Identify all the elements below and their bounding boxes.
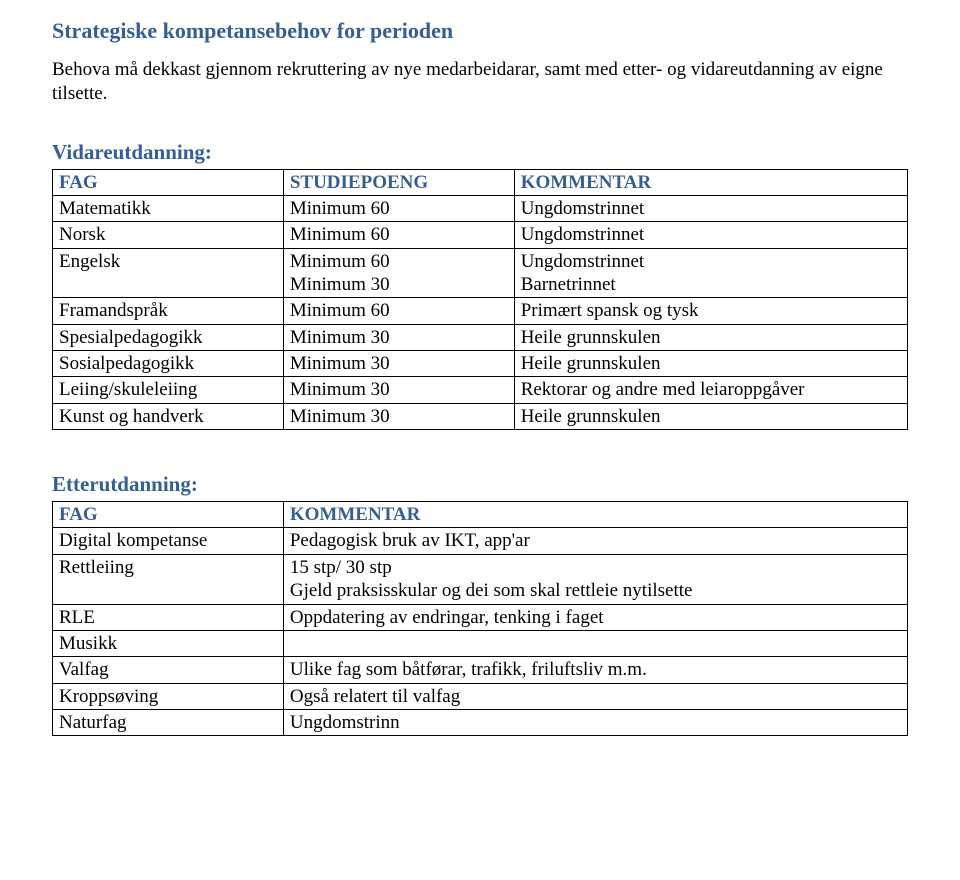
cell-fag: Kroppsøving (53, 683, 284, 709)
table-row: Framandspråk Minimum 60 Primært spansk o… (53, 298, 908, 324)
table-header-row: FAG STUDIEPOENG KOMMENTAR (53, 169, 908, 195)
table-row: Sosialpedagogikk Minimum 30 Heile grunns… (53, 351, 908, 377)
cell-fag: RLE (53, 604, 284, 630)
table-row: Naturfag Ungdomstrinn (53, 709, 908, 735)
cell-kommentar: Heile grunnskulen (514, 324, 907, 350)
etter-table: FAG KOMMENTAR Digital kompetanse Pedagog… (52, 501, 908, 736)
vidare-table: FAG STUDIEPOENG KOMMENTAR Matematikk Min… (52, 169, 908, 431)
cell-fag: Naturfag (53, 709, 284, 735)
col-header-fag: FAG (53, 502, 284, 528)
cell-kommentar: Rektorar og andre med leiaroppgåver (514, 377, 907, 403)
table-row: Musikk (53, 630, 908, 656)
cell-studiepoeng: Minimum 60 (283, 222, 514, 248)
cell-kommentar: Ulike fag som båtførar, trafikk, friluft… (283, 657, 907, 683)
cell-fag: Kunst og handverk (53, 403, 284, 429)
cell-kommentar: Ungdomstrinnet (514, 222, 907, 248)
table-header-row: FAG KOMMENTAR (53, 502, 908, 528)
cell-kommentar: Pedagogisk bruk av IKT, app'ar (283, 528, 907, 554)
page-title: Strategiske kompetansebehov for perioden (52, 18, 908, 44)
cell-fag: Framandspråk (53, 298, 284, 324)
cell-fag: Matematikk (53, 195, 284, 221)
cell-fag: Rettleiing (53, 554, 284, 604)
cell-fag: Leiing/skuleleiing (53, 377, 284, 403)
cell-kommentar: Ungdomstrinn (283, 709, 907, 735)
cell-studiepoeng: Minimum 30 (283, 403, 514, 429)
cell-studiepoeng: Minimum 60Minimum 30 (283, 248, 514, 298)
cell-kommentar: Heile grunnskulen (514, 403, 907, 429)
cell-kommentar: Ungdomstrinnet (514, 195, 907, 221)
table-row: Rettleiing 15 stp/ 30 stpGjeld praksissk… (53, 554, 908, 604)
cell-fag: Valfag (53, 657, 284, 683)
cell-studiepoeng: Minimum 60 (283, 298, 514, 324)
cell-kommentar: Også relatert til valfag (283, 683, 907, 709)
cell-studiepoeng: Minimum 30 (283, 324, 514, 350)
cell-fag: Musikk (53, 630, 284, 656)
cell-studiepoeng: Minimum 30 (283, 377, 514, 403)
table-row: Engelsk Minimum 60Minimum 30 Ungdomstrin… (53, 248, 908, 298)
cell-kommentar (283, 630, 907, 656)
table-row: Matematikk Minimum 60 Ungdomstrinnet (53, 195, 908, 221)
vidare-heading: Vidareutdanning: (52, 140, 908, 165)
cell-kommentar: UngdomstrinnetBarnetrinnet (514, 248, 907, 298)
cell-fag: Sosialpedagogikk (53, 351, 284, 377)
table-row: Digital kompetanse Pedagogisk bruk av IK… (53, 528, 908, 554)
cell-fag: Norsk (53, 222, 284, 248)
etter-heading: Etterutdanning: (52, 472, 908, 497)
cell-fag: Digital kompetanse (53, 528, 284, 554)
table-row: Valfag Ulike fag som båtførar, trafikk, … (53, 657, 908, 683)
cell-kommentar: Primært spansk og tysk (514, 298, 907, 324)
col-header-studiepoeng: STUDIEPOENG (283, 169, 514, 195)
table-row: Spesialpedagogikk Minimum 30 Heile grunn… (53, 324, 908, 350)
table-row: RLE Oppdatering av endringar, tenking i … (53, 604, 908, 630)
cell-studiepoeng: Minimum 60 (283, 195, 514, 221)
table-row: Norsk Minimum 60 Ungdomstrinnet (53, 222, 908, 248)
table-row: Kunst og handverk Minimum 30 Heile grunn… (53, 403, 908, 429)
intro-paragraph: Behova må dekkast gjennom rekruttering a… (52, 58, 908, 106)
table-row: Kroppsøving Også relatert til valfag (53, 683, 908, 709)
cell-kommentar: Oppdatering av endringar, tenking i fage… (283, 604, 907, 630)
col-header-kommentar: KOMMENTAR (283, 502, 907, 528)
cell-kommentar: Heile grunnskulen (514, 351, 907, 377)
cell-fag: Spesialpedagogikk (53, 324, 284, 350)
col-header-fag: FAG (53, 169, 284, 195)
cell-fag: Engelsk (53, 248, 284, 298)
cell-kommentar: 15 stp/ 30 stpGjeld praksisskular og dei… (283, 554, 907, 604)
cell-studiepoeng: Minimum 30 (283, 351, 514, 377)
table-row: Leiing/skuleleiing Minimum 30 Rektorar o… (53, 377, 908, 403)
col-header-kommentar: KOMMENTAR (514, 169, 907, 195)
